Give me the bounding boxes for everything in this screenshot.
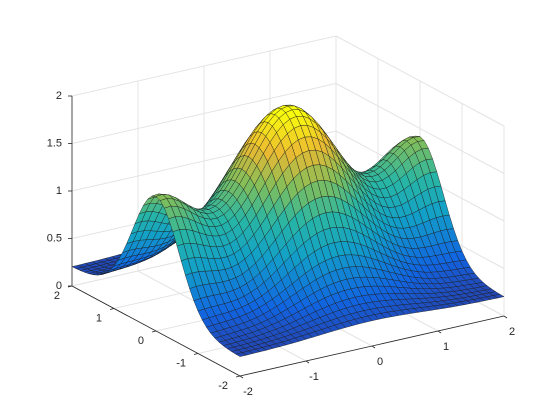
- y-tick: [109, 308, 115, 310]
- x-tick-label: 1: [443, 341, 449, 353]
- x-tick-label: -2: [243, 386, 253, 398]
- grid-line: [71, 83, 337, 144]
- y-tick: [193, 353, 199, 355]
- y-tick: [151, 330, 157, 333]
- x-tick-label: 0: [377, 356, 383, 368]
- y-tick-label: 1: [96, 312, 102, 324]
- z-tick-label: 0.5: [47, 232, 62, 244]
- surface-patch: [235, 352, 248, 357]
- z-tick-label: 2: [56, 90, 62, 102]
- x-tick: [305, 360, 310, 364]
- y-tick-label: -1: [176, 357, 186, 369]
- x-tick: [437, 330, 442, 334]
- grid-line: [335, 83, 505, 174]
- x-tick-label: -1: [309, 371, 319, 383]
- y-tick-label: 2: [54, 290, 60, 302]
- grid-line: [335, 35, 505, 127]
- z-tick-label: 1: [56, 185, 62, 197]
- x-tick: [503, 315, 508, 319]
- y-tick-label: 0: [138, 335, 144, 347]
- z-tick-label: 0: [56, 280, 62, 292]
- grid-line: [71, 35, 337, 97]
- y-tick-label: -2: [218, 380, 228, 392]
- z-tick-label: 1.5: [47, 137, 62, 149]
- y-tick: [235, 375, 241, 378]
- x-tick: [371, 345, 376, 349]
- x-tick-label: 2: [509, 326, 515, 338]
- x-tick: [239, 375, 244, 379]
